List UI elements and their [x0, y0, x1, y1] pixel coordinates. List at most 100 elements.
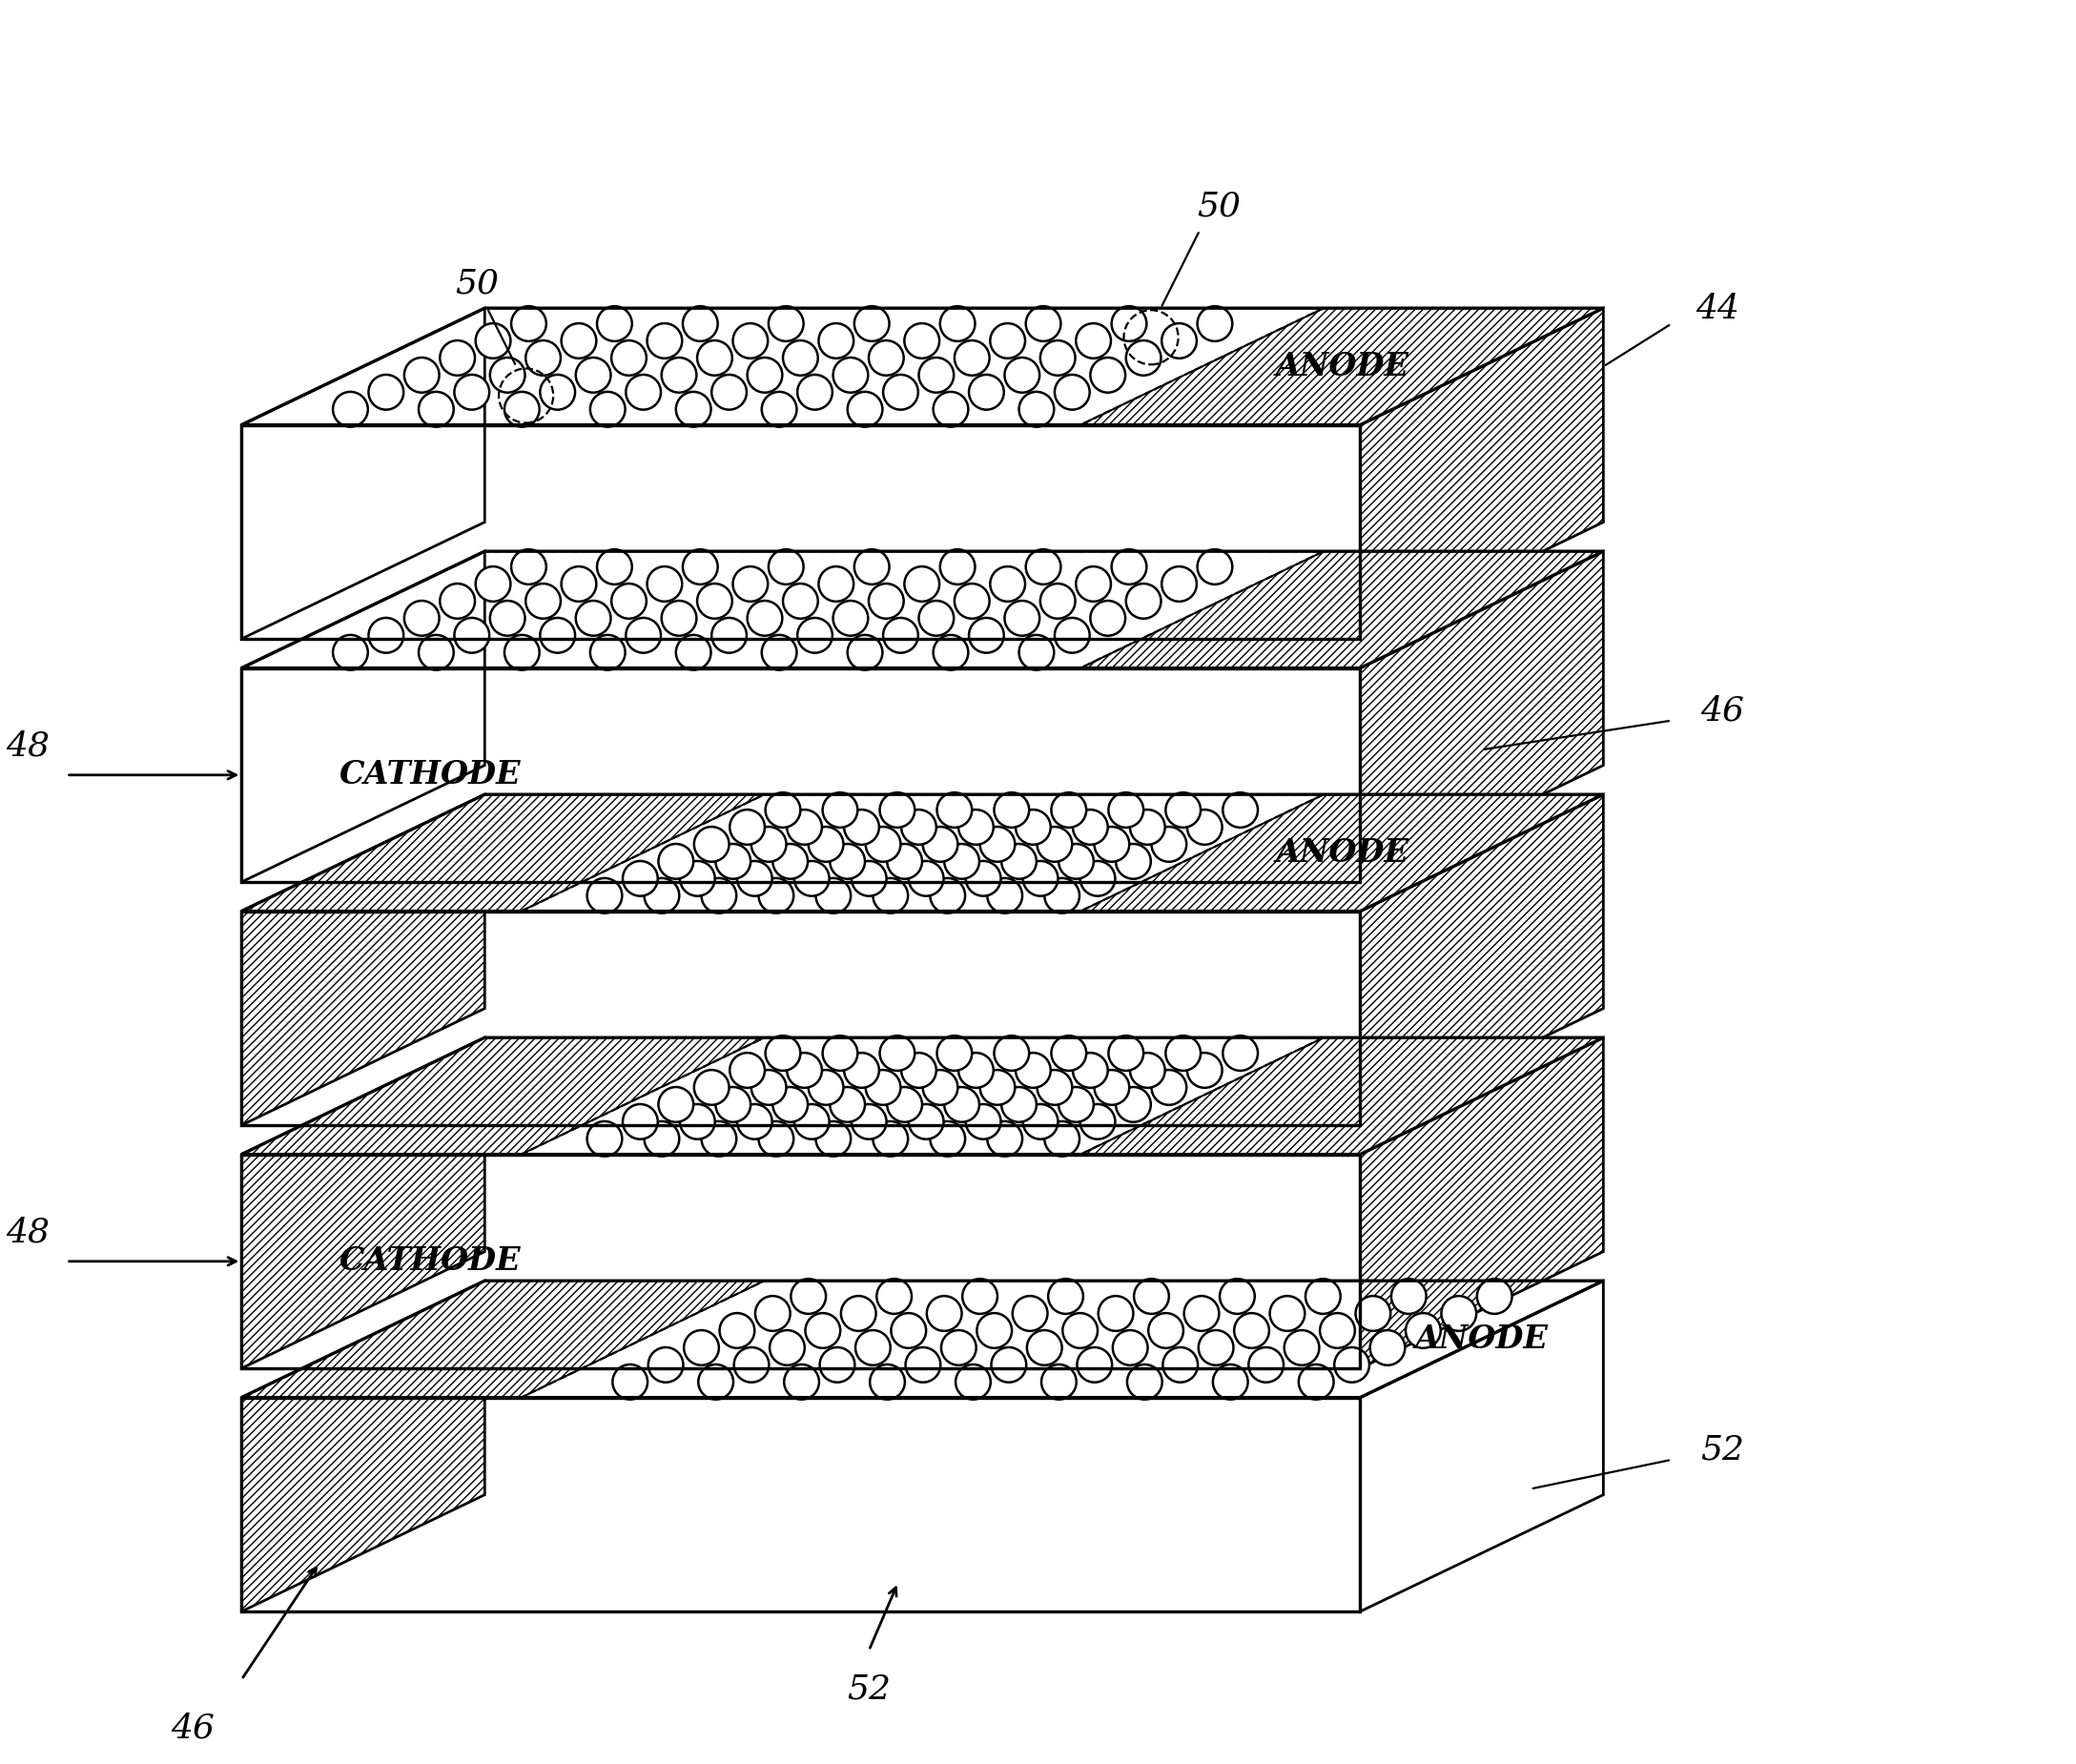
- Circle shape: [1111, 307, 1146, 340]
- Circle shape: [1063, 1312, 1098, 1348]
- Circle shape: [693, 1071, 729, 1104]
- Circle shape: [1129, 810, 1165, 845]
- Circle shape: [731, 810, 764, 845]
- Circle shape: [1223, 792, 1258, 827]
- Circle shape: [1028, 1330, 1063, 1365]
- Circle shape: [1163, 566, 1196, 602]
- Circle shape: [588, 1122, 623, 1155]
- Text: CATHODE: CATHODE: [338, 759, 521, 790]
- Circle shape: [1113, 1330, 1148, 1365]
- Circle shape: [965, 1104, 1001, 1140]
- Polygon shape: [241, 1037, 764, 1154]
- Circle shape: [1075, 566, 1111, 602]
- Circle shape: [845, 810, 878, 845]
- Circle shape: [1090, 358, 1125, 393]
- Circle shape: [332, 392, 367, 427]
- Circle shape: [936, 1035, 972, 1071]
- Circle shape: [990, 566, 1026, 602]
- Circle shape: [525, 340, 561, 376]
- Circle shape: [419, 392, 455, 427]
- Circle shape: [845, 1053, 878, 1088]
- Circle shape: [1125, 584, 1160, 619]
- Circle shape: [866, 827, 901, 863]
- Circle shape: [820, 1348, 855, 1383]
- Text: 50: 50: [1198, 191, 1241, 222]
- Circle shape: [1163, 1348, 1198, 1383]
- Circle shape: [886, 1087, 922, 1122]
- Circle shape: [762, 392, 797, 427]
- Circle shape: [1080, 1104, 1115, 1140]
- Circle shape: [832, 358, 868, 393]
- Circle shape: [511, 307, 546, 340]
- Circle shape: [693, 827, 729, 863]
- Circle shape: [1044, 1122, 1080, 1155]
- Text: ANODE: ANODE: [1416, 1323, 1549, 1355]
- Circle shape: [1212, 1364, 1248, 1399]
- Circle shape: [1005, 358, 1040, 393]
- Polygon shape: [241, 425, 1360, 639]
- Circle shape: [370, 374, 403, 409]
- Circle shape: [525, 584, 561, 619]
- Circle shape: [830, 843, 866, 878]
- Polygon shape: [241, 1397, 1360, 1612]
- Polygon shape: [241, 1281, 1603, 1397]
- Polygon shape: [241, 794, 484, 1125]
- Circle shape: [905, 1348, 940, 1383]
- Polygon shape: [1360, 794, 1603, 1125]
- Circle shape: [853, 549, 889, 584]
- Circle shape: [955, 340, 990, 376]
- Circle shape: [770, 1330, 805, 1365]
- Polygon shape: [241, 794, 1603, 912]
- Circle shape: [805, 1312, 841, 1348]
- Circle shape: [648, 566, 683, 602]
- Circle shape: [1038, 1071, 1071, 1104]
- Circle shape: [720, 1312, 754, 1348]
- Circle shape: [980, 827, 1015, 863]
- Circle shape: [1040, 584, 1075, 619]
- Circle shape: [455, 617, 490, 653]
- Circle shape: [766, 792, 801, 827]
- Polygon shape: [1360, 552, 1603, 882]
- Circle shape: [1300, 1364, 1333, 1399]
- Circle shape: [1152, 827, 1187, 863]
- Circle shape: [766, 1035, 801, 1071]
- Circle shape: [936, 792, 972, 827]
- Circle shape: [731, 1053, 764, 1088]
- Circle shape: [1221, 1279, 1254, 1314]
- Circle shape: [1111, 549, 1146, 584]
- Circle shape: [851, 1104, 886, 1140]
- Circle shape: [795, 861, 828, 896]
- Text: 46: 46: [1700, 695, 1744, 727]
- Circle shape: [504, 635, 540, 670]
- Circle shape: [816, 878, 851, 914]
- Circle shape: [959, 1053, 994, 1088]
- Polygon shape: [1360, 1037, 1603, 1369]
- Circle shape: [1198, 549, 1233, 584]
- Circle shape: [978, 1312, 1011, 1348]
- Circle shape: [733, 323, 768, 358]
- Circle shape: [876, 1279, 911, 1314]
- Circle shape: [822, 1035, 857, 1071]
- Circle shape: [1165, 792, 1200, 827]
- Circle shape: [1285, 1330, 1318, 1365]
- Circle shape: [716, 843, 752, 878]
- Circle shape: [1405, 1312, 1441, 1348]
- Circle shape: [1019, 392, 1055, 427]
- Circle shape: [988, 878, 1021, 914]
- Circle shape: [440, 584, 475, 619]
- Circle shape: [733, 566, 768, 602]
- Text: 48: 48: [6, 730, 50, 762]
- Circle shape: [1055, 374, 1090, 409]
- Circle shape: [909, 861, 945, 896]
- Circle shape: [940, 549, 976, 584]
- Circle shape: [440, 340, 475, 376]
- Circle shape: [1165, 1035, 1200, 1071]
- Circle shape: [909, 1104, 945, 1140]
- Circle shape: [612, 1364, 648, 1399]
- Circle shape: [1098, 1297, 1133, 1332]
- Text: 46: 46: [170, 1713, 214, 1745]
- Circle shape: [455, 374, 490, 409]
- Circle shape: [737, 1104, 772, 1140]
- Circle shape: [1370, 1330, 1405, 1365]
- Circle shape: [808, 827, 843, 863]
